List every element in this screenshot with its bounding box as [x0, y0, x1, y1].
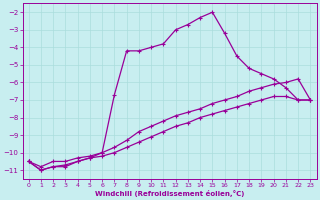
X-axis label: Windchill (Refroidissement éolien,°C): Windchill (Refroidissement éolien,°C): [95, 190, 244, 197]
